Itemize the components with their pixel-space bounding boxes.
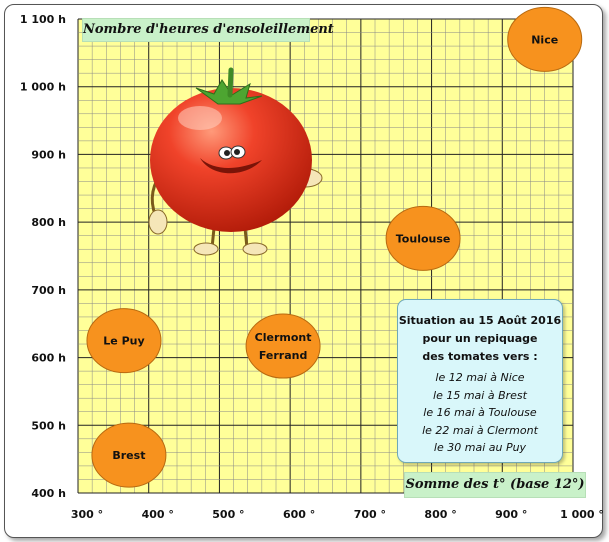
y-tick-label: 400 h bbox=[31, 487, 66, 500]
data-point bbox=[245, 313, 321, 379]
data-point-label: Ferrand bbox=[259, 349, 308, 362]
x-tick-label: 900 ° bbox=[495, 508, 527, 521]
x-tick-label: 500 ° bbox=[212, 508, 244, 521]
y-tick-label: 1 100 h bbox=[20, 13, 66, 26]
x-axis-label: Somme des t° (base 12°) bbox=[404, 472, 586, 498]
data-point-label: Toulouse bbox=[396, 232, 451, 245]
x-tick-label: 300 ° bbox=[71, 508, 103, 521]
info-line: le 22 mai à Clermont bbox=[422, 423, 538, 437]
data-point-label: Nice bbox=[531, 33, 558, 46]
info-heading-line: Situation au 15 Août 2016 bbox=[398, 314, 562, 327]
data-point bbox=[507, 6, 583, 72]
info-line: le 16 mai à Toulouse bbox=[423, 406, 537, 419]
data-point bbox=[385, 205, 461, 271]
info-heading-line: des tomates vers : bbox=[422, 350, 538, 363]
chart-title: Nombre d'heures d'ensoleillement bbox=[82, 18, 334, 42]
info-line: le 30 mai au Puy bbox=[433, 441, 527, 454]
x-tick-label: 600 ° bbox=[283, 508, 315, 521]
info-heading-line: pour un repiquage bbox=[422, 332, 538, 345]
x-tick-label: 400 ° bbox=[142, 508, 174, 521]
x-tick-label: 1 000 ° bbox=[560, 508, 604, 521]
y-tick-label: 600 h bbox=[31, 352, 66, 365]
y-tick-label: 900 h bbox=[31, 148, 66, 161]
data-point-label: Brest bbox=[112, 449, 145, 462]
info-box: Situation au 15 Août 2016 pour un repiqu… bbox=[397, 299, 563, 463]
y-tick-label: 500 h bbox=[31, 419, 66, 432]
x-axis: 300 ° 400 ° 500 ° 600 ° 700 ° 800 ° 900 ° 1 000… bbox=[71, 508, 604, 521]
y-tick-label: 800 h bbox=[31, 216, 66, 229]
y-tick-label: 700 h bbox=[31, 284, 66, 297]
info-line: le 12 mai à Nice bbox=[435, 371, 525, 384]
tomato-mascot-icon bbox=[148, 67, 323, 256]
data-points: Nice Toulouse Le Puy Clermont Ferrand Brest bbox=[86, 6, 583, 488]
x-tick-label: 800 ° bbox=[424, 508, 456, 521]
x-tick-label: 700 ° bbox=[354, 508, 386, 521]
data-point-label: Clermont bbox=[255, 331, 312, 344]
data-point bbox=[91, 422, 167, 488]
y-axis: 400 h 500 h 600 h 700 h 800 h 900 h 1 000 h 1 1… bbox=[20, 13, 66, 500]
data-point-label: Le Puy bbox=[103, 335, 144, 348]
info-line: le 15 mai à Brest bbox=[433, 388, 527, 402]
data-point bbox=[86, 308, 162, 374]
y-tick-label: 1 000 h bbox=[20, 81, 66, 94]
